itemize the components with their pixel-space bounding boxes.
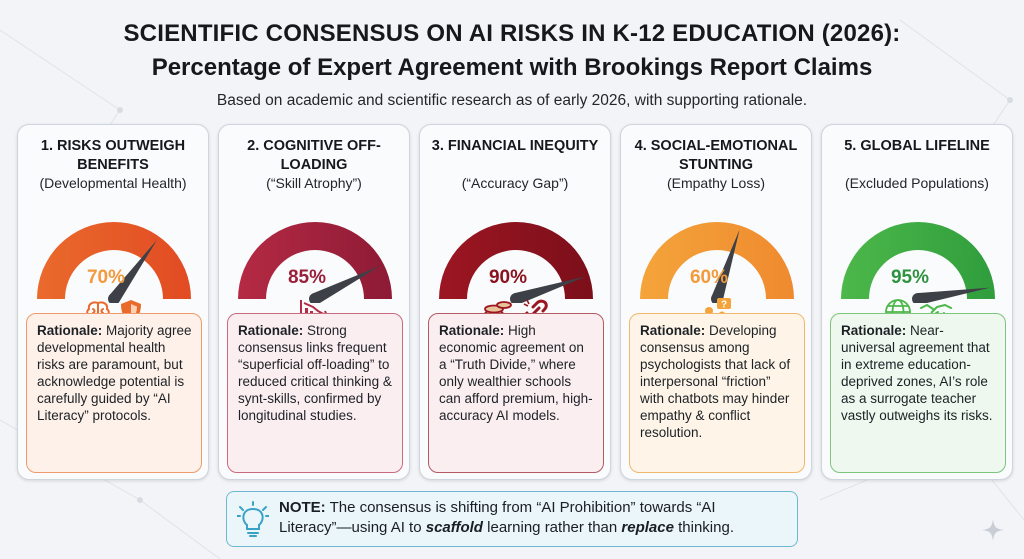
rationale-label: Rationale: <box>439 323 505 338</box>
card-subtitle: (Developmental Health) <box>39 175 187 191</box>
rationale-text: Majority agree developmental health risk… <box>37 323 192 423</box>
card-title: 1. RISKS OUTWEIGH BENEFITS <box>40 138 186 173</box>
gauge-card-1: 1. RISKS OUTWEIGH BENEFITS (Developmental… <box>17 124 209 480</box>
rationale-label: Rationale: <box>37 323 103 338</box>
gauge-value-label: 90% <box>489 267 527 288</box>
card-title: 4. SOCIAL-EMOTIONAL STUNTING <box>634 138 798 173</box>
rationale-text: High economic agreement on a “Truth Divi… <box>439 323 593 423</box>
gauge-hub <box>108 293 120 303</box>
gauge-1: 70% <box>37 222 191 303</box>
gauge-needle <box>917 287 991 303</box>
card-title: 5. GLOBAL LIFELINE <box>844 138 990 154</box>
rationale-text: Strong consensus links frequent “superfi… <box>238 323 392 423</box>
lightbulb-icon <box>237 501 269 537</box>
rationale-box: Rationale: Near-universal agreement that… <box>830 313 1006 473</box>
card-subtitle: (“Skill Atrophy”) <box>266 175 362 191</box>
gauge-4: 60% <box>640 222 794 303</box>
gauge-card-2: 2. COGNITIVE OFF-LOADING (“Skill Atrophy”… <box>218 124 410 480</box>
rationale-label: Rationale: <box>841 323 907 338</box>
gauge-2: 85% <box>238 222 392 303</box>
note-text-b: learning rather than <box>482 519 622 536</box>
note-text: NOTE: The consensus is shifting from “AI… <box>279 498 789 538</box>
rationale-box: Rationale: Strong consensus links freque… <box>227 313 403 473</box>
rationale-box: Rationale: Developing consensus among ps… <box>629 313 805 473</box>
sparkle-icon <box>982 519 1004 541</box>
gauge-hub <box>309 293 321 303</box>
gauge-band <box>640 222 794 299</box>
rationale-box: Rationale: Majority agree developmental … <box>26 313 202 473</box>
gauge-card-4: 4. SOCIAL-EMOTIONAL STUNTING (Empathy Los… <box>620 124 812 480</box>
chart-subtitle: Based on academic and scientific researc… <box>216 92 808 109</box>
note-box: NOTE: The consensus is shifting from “AI… <box>226 491 798 547</box>
gauge-value-label: 60% <box>690 267 728 288</box>
gauge-hub <box>510 293 522 303</box>
gauge-value-label: 95% <box>891 267 929 288</box>
gauge-needle <box>109 239 157 303</box>
gauge-card-3: 3. FINANCIAL INEQUITY (“Accuracy Gap”) 90%… <box>419 124 611 480</box>
note-text-c: thinking. <box>673 519 734 536</box>
card-subtitle: (“Accuracy Gap”) <box>461 175 569 191</box>
gauge-needle <box>312 265 381 303</box>
gauge-band <box>439 222 593 299</box>
rationale-box: Rationale: High economic agreement on a … <box>428 313 604 473</box>
gauge-hub <box>912 293 924 303</box>
note-emphasis-scaffold: scaffold <box>425 519 483 536</box>
rationale-text: Developing consensus among psychologists… <box>640 323 791 440</box>
gauge-3: 90% <box>439 222 593 303</box>
rationale-label: Rationale: <box>640 323 706 338</box>
chart-title-line-1: SCIENTIFIC CONSENSUS ON AI RISKS IN K-12… <box>123 20 901 47</box>
gauge-value-label: 70% <box>87 267 125 288</box>
rationale-label: Rationale: <box>238 323 304 338</box>
svg-text:?: ? <box>721 300 727 311</box>
card-title: 3. FINANCIAL INEQUITY <box>431 138 599 154</box>
chart-title-line-2: Percentage of Expert Agreement with Broo… <box>151 54 873 81</box>
card-title: 2. COGNITIVE OFF-LOADING <box>247 138 381 173</box>
note-head: NOTE: <box>279 499 326 516</box>
gauge-band <box>238 222 392 299</box>
gauge-5: 95% <box>841 222 995 303</box>
gauge-band <box>841 222 995 299</box>
gauge-value-label: 85% <box>288 267 326 288</box>
gauge-needle <box>711 229 740 301</box>
card-subtitle: (Excluded Populations) <box>845 175 989 191</box>
gauge-card-5: 5. GLOBAL LIFELINE (Excluded Populations)… <box>821 124 1013 480</box>
gauge-needle <box>514 276 586 303</box>
card-subtitle: (Empathy Loss) <box>666 175 766 191</box>
note-emphasis-replace: replace <box>621 519 674 536</box>
gauge-band <box>37 222 191 299</box>
rationale-text: Near-universal agreement that in extreme… <box>841 323 993 423</box>
note-text-a: The consensus is shifting from “AI Prohi… <box>279 499 716 536</box>
